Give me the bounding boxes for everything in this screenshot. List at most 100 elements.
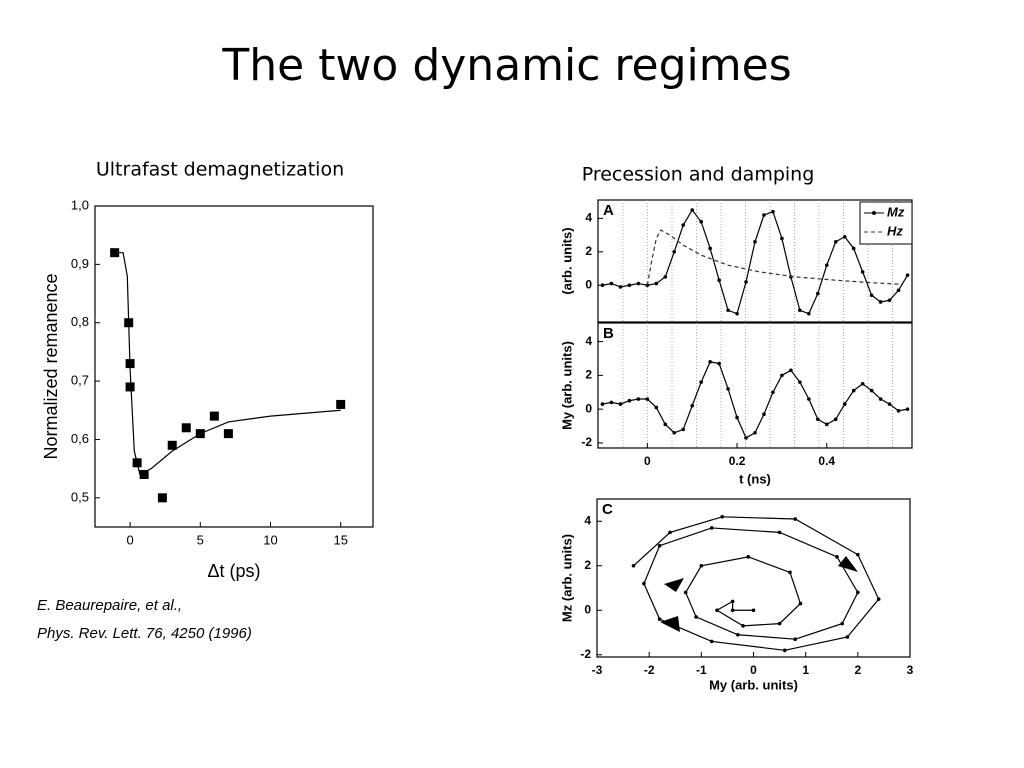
data-point xyxy=(690,403,694,408)
data-point xyxy=(793,517,798,521)
chart-title: Ultrafast demagnetization xyxy=(96,159,344,181)
data-point xyxy=(683,590,688,595)
data-point xyxy=(793,637,798,641)
y-axis-label: (arb. units) xyxy=(559,227,574,294)
data-point xyxy=(905,407,910,411)
data-point xyxy=(668,530,672,535)
legend-box xyxy=(859,201,913,245)
panel-label: B xyxy=(603,325,614,342)
legend-label: Mz xyxy=(887,204,905,219)
citation: E. Beaurepaire, et al., xyxy=(37,597,182,614)
legend-label: Hz xyxy=(887,223,903,238)
data-point xyxy=(699,563,704,568)
data-point xyxy=(878,397,883,401)
data-point xyxy=(856,552,860,557)
data-point xyxy=(824,263,829,267)
data-point xyxy=(645,397,650,401)
data-point xyxy=(887,298,892,303)
data-point xyxy=(672,430,677,435)
data-point xyxy=(157,493,167,503)
x-tick-label: 0.2 xyxy=(729,454,746,468)
data-point xyxy=(717,278,721,283)
data-point xyxy=(730,608,735,613)
data-point xyxy=(878,300,883,304)
y-tick-label: 0 xyxy=(585,401,592,415)
plot-frame xyxy=(597,199,913,323)
y-tick-label: -2 xyxy=(580,647,591,661)
y-tick-label: 0,8 xyxy=(71,314,89,329)
data-point xyxy=(600,283,605,288)
x-tick-label: 15 xyxy=(333,532,347,547)
data-point xyxy=(336,399,346,409)
data-point xyxy=(726,308,730,313)
data-point xyxy=(642,581,646,586)
data-point xyxy=(762,213,766,217)
x-tick-label: 2 xyxy=(854,663,861,677)
data-point xyxy=(842,402,847,406)
data-point xyxy=(657,617,662,621)
data-point xyxy=(726,387,730,391)
y-axis-label: Normalized remanence xyxy=(41,273,61,459)
plot-frame xyxy=(596,498,911,658)
data-point xyxy=(663,422,668,427)
data-point xyxy=(690,208,694,212)
arrow xyxy=(664,578,684,592)
data-point xyxy=(744,436,748,440)
y-tick-label: 4 xyxy=(585,211,592,225)
data-point xyxy=(771,209,775,214)
x-tick-label: -2 xyxy=(644,663,655,677)
data-point xyxy=(636,281,641,286)
data-point xyxy=(798,601,803,606)
x-tick-label: 5 xyxy=(197,532,204,547)
data-point xyxy=(223,429,233,439)
data-point xyxy=(835,555,839,559)
data-point xyxy=(771,390,775,395)
data-point xyxy=(896,409,901,413)
data-point xyxy=(845,635,850,639)
data-point xyxy=(709,639,714,644)
data-point xyxy=(887,402,892,406)
chart-title: Precession and damping xyxy=(582,164,815,186)
y-tick-label: -2 xyxy=(581,435,592,449)
data-point xyxy=(842,234,847,239)
data-point xyxy=(860,382,865,386)
y-tick-label: 0 xyxy=(584,602,591,616)
y-tick-label: 4 xyxy=(584,513,591,527)
data-point xyxy=(824,422,829,427)
data-point xyxy=(783,648,787,653)
data-point xyxy=(816,417,820,422)
data-point xyxy=(744,280,748,284)
data-point xyxy=(657,543,662,548)
data-point xyxy=(125,382,135,392)
y-tick-label: 0,5 xyxy=(71,489,89,504)
citation: Phys. Rev. Lett. 76, 4250 (1996) xyxy=(37,625,252,642)
data-point xyxy=(753,239,757,244)
data-point xyxy=(139,469,149,479)
data-point xyxy=(720,515,724,519)
data-point xyxy=(736,632,740,637)
data-point xyxy=(860,270,865,274)
data-point xyxy=(788,570,792,575)
y-tick-label: 4 xyxy=(585,334,592,348)
data-point xyxy=(840,621,844,626)
data-point xyxy=(856,590,860,595)
data-point xyxy=(851,388,856,393)
data-point xyxy=(798,380,802,384)
data-point xyxy=(631,563,636,568)
data-point xyxy=(699,219,703,224)
slide-title: The two dynamic regimes xyxy=(221,40,791,91)
data-point xyxy=(717,361,721,366)
y-tick-label: 1,0 xyxy=(71,197,89,212)
data-point xyxy=(869,293,874,298)
data-point xyxy=(654,405,659,410)
data-point xyxy=(672,250,677,254)
data-point xyxy=(609,400,614,405)
data-point xyxy=(699,380,703,384)
data-point xyxy=(798,308,802,313)
data-point xyxy=(627,398,632,403)
data-point xyxy=(663,275,668,279)
data-point xyxy=(851,246,856,251)
data-point xyxy=(833,417,838,422)
x-tick-label: -1 xyxy=(696,663,707,677)
